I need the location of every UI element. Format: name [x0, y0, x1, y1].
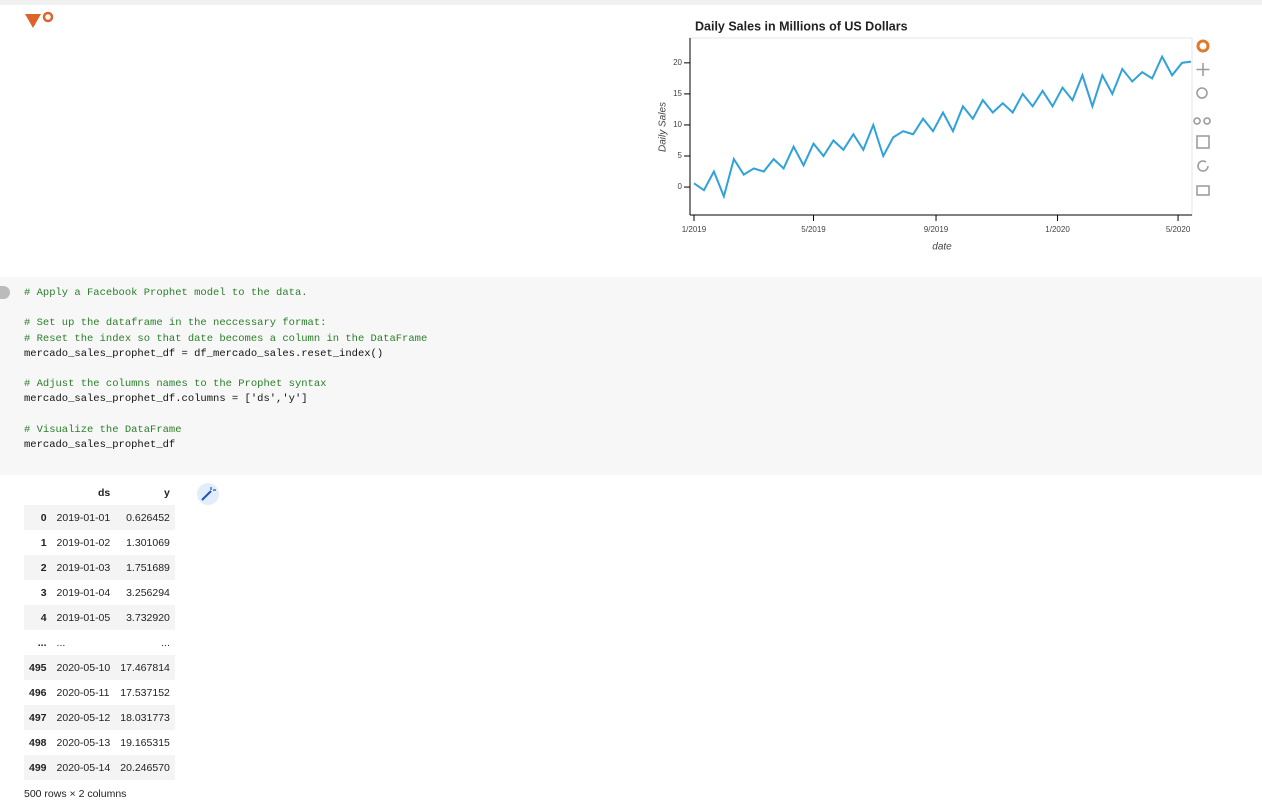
table-cell: 2019-01-04: [56, 586, 111, 599]
row-index: 3: [40, 586, 47, 599]
table-cell: 1.751689: [126, 561, 170, 574]
y-tick-label: 20: [673, 58, 682, 67]
table-cell: 18.031773: [120, 711, 170, 724]
code-editor[interactable]: # Apply a Facebook Prophet model to the …: [24, 286, 427, 468]
box-zoom-tool[interactable]: [1196, 87, 1208, 99]
table-cell: 3.256294: [126, 586, 170, 599]
code-line: # Reset the index so that date becomes a…: [24, 332, 428, 345]
table-header: ds y: [24, 481, 175, 505]
y-axis-label: Daily Sales: [658, 102, 669, 152]
index-header: [24, 481, 52, 505]
row-index: 498: [29, 736, 47, 749]
reset-tool[interactable]: [1197, 160, 1209, 172]
table-cell: 2020-05-10: [56, 661, 111, 674]
table-cell: 17.467814: [120, 661, 170, 674]
table-footer: 500 rows × 2 columns: [24, 788, 127, 800]
table-body: 0 2019-01-01 0.626452 1 2019-01-02 1.301069 2 2…: [24, 505, 175, 780]
code-line: mercado_sales_prophet_df.columns = ['ds'…: [24, 393, 308, 406]
cell-divider: [0, 0, 1262, 5]
code-line: # Visualize the DataFrame: [24, 423, 182, 436]
row-index: 0: [40, 511, 47, 524]
row-index: 4: [40, 611, 47, 624]
table-cell: 2019-01-03: [56, 561, 111, 574]
code-block: # Apply a Facebook Prophet model to the …: [24, 286, 427, 301]
row-index: 499: [29, 761, 47, 774]
plot-frame: [689, 37, 1193, 216]
table-row: 498 2020-05-13 19.165315: [24, 730, 175, 755]
table-row: 2 2019-01-03 1.751689: [24, 555, 175, 580]
x-tick-label: 1/2019: [682, 225, 707, 234]
table-row: 497 2020-05-12 18.031773: [24, 705, 175, 730]
chart-title: Daily Sales in Millions of US Dollars: [695, 19, 908, 33]
code-cell: # Apply a Facebook Prophet model to the …: [0, 277, 1262, 475]
table-row: 0 2019-01-01 0.626452: [24, 505, 175, 530]
pan-tool[interactable]: [1196, 63, 1210, 76]
chart: Daily Sales in Millions of US Dollars da…: [25, 11, 1211, 253]
table-cell: 2020-05-14: [56, 761, 111, 774]
table-cell: 2019-01-01: [56, 511, 111, 524]
code-line: # Adjust the columns names to the Prophe…: [24, 378, 327, 391]
table-row: 1 2019-01-02 1.301069: [24, 530, 175, 555]
save-tool[interactable]: [1196, 135, 1210, 149]
table-cell: 0.626452: [126, 511, 170, 524]
code-line: mercado_sales_prophet_df: [24, 438, 176, 451]
row-index: 497: [29, 711, 47, 724]
row-index: ...: [37, 636, 47, 649]
sales-line: [693, 54, 1192, 200]
table-cell: 2020-05-12: [56, 711, 111, 724]
hover-tool[interactable]: [1196, 185, 1210, 196]
y-tick-label: 5: [678, 151, 683, 160]
toolbar: [1193, 39, 1211, 196]
dataframe-table: ds y 0 2019-01-01 0.626452 1 2019-01-02 1.3010…: [24, 481, 175, 780]
code-line: mercado_sales_prophet_df = df_mercado_sa…: [24, 347, 384, 360]
table-cell: 19.165315: [120, 736, 170, 749]
table-row: 4 2019-01-05 3.732920: [24, 605, 175, 630]
table-row: 499 2020-05-14 20.246570: [24, 755, 175, 780]
code-line: # Set up the dataframe in the neccessary…: [24, 317, 327, 330]
y-tick-label: 15: [673, 89, 682, 98]
column-header: y: [164, 487, 170, 499]
table-cell: ...: [56, 636, 66, 649]
table-cell: 2020-05-11: [56, 686, 110, 699]
table-cell: 3.732920: [126, 611, 170, 624]
table-row: .........: [24, 630, 175, 655]
wheel-zoom-tool[interactable]: [1193, 117, 1211, 125]
table-cell: 2020-05-13: [56, 736, 111, 749]
table-cell: 20.246570: [120, 761, 170, 774]
row-index: 2: [40, 561, 47, 574]
table-cell: 2019-01-02: [56, 536, 111, 549]
code-block: # Adjust the columns names to the Prophe…: [24, 377, 427, 407]
table-row: 496 2020-05-11 17.537152: [24, 680, 175, 705]
x-axis-label: date: [932, 242, 952, 253]
table-cell: 2019-01-05: [56, 611, 111, 624]
table-cell: 17.537152: [120, 686, 170, 699]
y-tick-label: 10: [673, 120, 682, 129]
row-index: 496: [29, 686, 47, 699]
x-tick-label: 9/2019: [924, 225, 949, 234]
table-cell: ...: [161, 636, 170, 649]
row-index: 495: [29, 661, 47, 674]
table-row: 3 2019-01-04 3.256294: [24, 580, 175, 605]
y-tick-label: 0: [678, 182, 683, 191]
x-tick-label: 1/2020: [1045, 225, 1070, 234]
x-tick-label: 5/2020: [1166, 225, 1191, 234]
code-block: # Set up the dataframe in the neccessary…: [24, 316, 427, 362]
column-header: ds: [97, 487, 111, 499]
suggest-chart-button[interactable]: [195, 482, 221, 506]
table-row: 495 2020-05-10 17.467814: [24, 655, 175, 680]
bokeh-tool-logo[interactable]: [1196, 39, 1210, 53]
row-index: 1: [40, 536, 47, 549]
table-cell: 1.301069: [126, 536, 170, 549]
x-tick-label: 5/2019: [801, 225, 826, 234]
run-button[interactable]: [0, 286, 10, 299]
code-block: # Visualize the DataFrame mercado_sales_p…: [24, 423, 427, 453]
code-line: # Apply a Facebook Prophet model to the …: [24, 287, 308, 299]
bokeh-logo: [25, 11, 54, 28]
